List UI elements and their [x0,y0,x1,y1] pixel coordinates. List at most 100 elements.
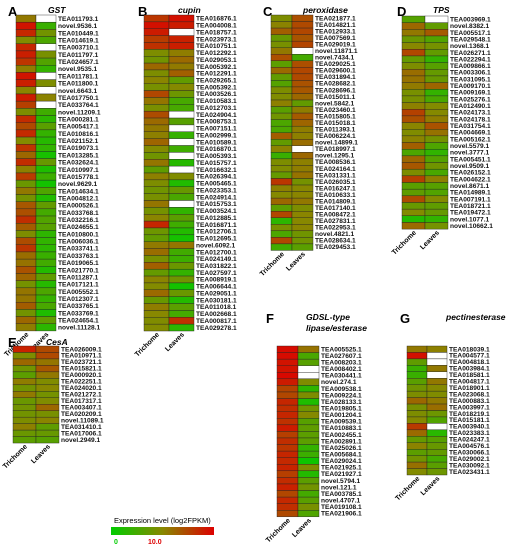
gene-label: TEA033764.1 [58,102,99,109]
heatmap-cell [426,352,448,360]
gene-label: TEA026035.1 [315,179,356,186]
panel-title: peroxidase [302,5,348,15]
heatmap-cell [401,175,426,183]
heatmap-cell [35,29,57,37]
heatmap-cell [406,378,428,385]
column-label: Trichome [394,475,421,502]
heatmap-cell [297,378,320,386]
heatmap-cell [424,82,449,90]
panel-title: CesA [46,337,68,347]
gene-label: TEA029453.1 [315,244,356,251]
heatmap-cell [406,345,428,353]
gene-label: TEA015011.1 [315,94,356,101]
heatmap-cell [401,62,426,70]
heatmap-cell [168,248,195,256]
heatmap-cell [297,365,320,373]
heatmap-cell [168,214,195,222]
heatmap-cell [35,79,57,88]
heatmap-cell [12,365,37,373]
gene-label: TEA012292.1 [196,50,237,57]
heatmap-cell [424,69,449,77]
heatmap-cell [426,436,448,443]
heatmap-cell [291,34,314,42]
heatmap-cell [15,115,37,123]
heatmap-cell [270,34,293,42]
gene-label: TEA021906.1 [321,511,362,518]
heatmap-cell [270,158,293,166]
heatmap-cell [297,444,320,452]
gene-label: TEA010589.1 [196,139,237,146]
gene-label: TEA030181.1 [196,297,237,304]
heatmap-cell [297,345,320,353]
heatmap-cell [291,191,314,199]
heatmap-cell [168,303,195,311]
heatmap-cell [168,275,195,284]
heatmap-cell [276,483,299,491]
heatmap-cell [424,162,449,170]
heatmap-cell [291,60,314,68]
heatmap-cell [270,67,293,75]
heatmap-cell [168,69,195,78]
heatmap-cell [291,40,314,48]
heatmap-cell [291,152,314,160]
gene-label: TEA011800.1 [58,81,99,88]
gene-label: TEA027607.1 [321,353,362,360]
heatmap-cell [143,117,170,126]
heatmap-cell [276,372,299,380]
heatmap-cell [270,60,293,68]
heatmap-cell [143,138,170,146]
heatmap-cell [143,35,170,43]
heatmap-cell [401,115,426,123]
heatmap-cell [143,214,170,222]
heatmap-cell [168,14,195,23]
heatmap-cell [426,403,448,411]
heatmap-cell [270,99,293,107]
gene-label: TEA023721.1 [61,359,102,366]
gene-label: TEA010583.1 [196,98,237,105]
heatmap-cell [15,223,37,231]
heatmap-cell [35,21,57,30]
gene-label: TEA019472.1 [450,210,491,217]
heatmap-cell [426,345,448,353]
gene-label: TEA005552.1 [58,289,99,296]
heatmap-cell [297,490,320,498]
gene-label: TEA005465.1 [196,181,237,188]
heatmap-cell [15,86,37,95]
gene-label: TEA028133.1 [321,399,362,406]
panel-title-line: GDSL-type [306,312,350,322]
heatmap-cell [424,15,449,23]
heatmap-cell [291,54,314,61]
heatmap-cell [143,248,170,256]
heatmap-cell [406,384,428,392]
gene-label: TEA031894.1 [315,74,356,81]
gene-label: TEA006036.1 [58,239,99,246]
gene-label: TEA012933.1 [315,28,356,35]
heatmap-cell [297,450,320,458]
gene-label: TEA013285.1 [58,152,99,159]
heatmap-cell [276,365,299,373]
column-label: Trichome [2,443,29,470]
heatmap-panel-d: D TPSTEA003969.1novel.8382.1TEA005517.1TE… [391,4,493,257]
heatmap-cell [406,371,428,379]
heatmap-cell [276,418,299,426]
gene-label: TEA008536.1 [315,159,356,166]
heatmap-cell [35,223,57,231]
heatmap-cell [143,268,170,277]
heatmap-cell [35,410,60,418]
heatmap-cell [143,275,170,284]
panel-letter: E [8,335,17,350]
heatmap-cell [401,148,426,157]
heatmap-cell [426,468,448,476]
gene-label: TEA000920.1 [61,372,102,379]
gene-label: TEA017121.1 [58,282,99,289]
gene-label: TEA011781.1 [58,73,99,80]
heatmap-cell [35,14,57,23]
heatmap-cell [276,424,299,432]
heatmap-cell [143,172,170,181]
heatmap-cell [424,102,449,110]
heatmap-cell [424,168,449,177]
heatmap-cell [406,352,428,360]
gene-label: TEA003969.1 [450,16,491,23]
heatmap-cell [35,172,57,181]
heatmap-cell [168,207,195,215]
